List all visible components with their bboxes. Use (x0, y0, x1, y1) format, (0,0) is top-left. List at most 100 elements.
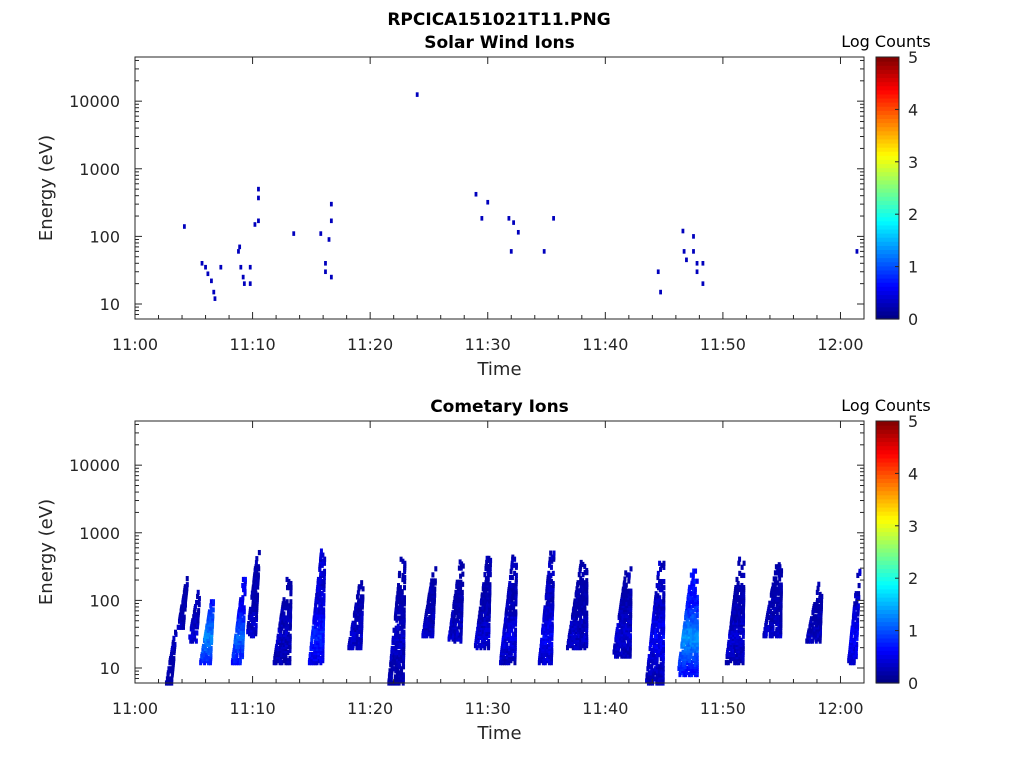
data-cell (192, 618, 196, 624)
data-cell (654, 595, 658, 601)
data-cell (316, 621, 320, 627)
data-cell (574, 618, 578, 624)
data-cell (652, 611, 656, 617)
data-cell (691, 578, 695, 584)
ion-burst (387, 556, 407, 686)
data-cell (257, 218, 260, 224)
data-cell (289, 603, 293, 609)
colorbar-segment (876, 662, 899, 668)
data-cell (579, 588, 583, 594)
data-cell (239, 611, 243, 617)
data-cell (550, 621, 554, 627)
data-cell (738, 570, 742, 576)
data-cell (857, 582, 861, 589)
data-cell (235, 643, 239, 650)
data-cell (453, 638, 457, 644)
data-cell (396, 623, 400, 629)
data-cell (685, 665, 689, 672)
x-tick-label: 11:00 (112, 335, 158, 354)
data-cell (551, 591, 555, 597)
colorbar-tick-label: 2 (908, 569, 918, 588)
data-cell (653, 654, 657, 660)
data-cell (477, 643, 481, 649)
colorbar-segment (876, 609, 899, 615)
data-cell (625, 572, 629, 578)
data-cell (777, 614, 781, 621)
colorbar-segment (876, 547, 899, 553)
data-cell (392, 652, 396, 658)
data-cell (645, 678, 649, 684)
data-cell (426, 604, 430, 610)
data-cell (739, 653, 743, 660)
data-cell (286, 658, 290, 664)
data-cell (505, 641, 509, 647)
data-cell (695, 651, 699, 657)
data-cell (819, 624, 823, 630)
data-cell (777, 572, 781, 578)
data-cell (514, 576, 518, 583)
data-cell (315, 607, 319, 613)
data-cell (432, 612, 436, 619)
data-cell (585, 567, 589, 574)
data-cell (285, 576, 289, 583)
data-cell (320, 578, 324, 585)
data-cell (357, 636, 361, 643)
data-cell (239, 635, 243, 641)
data-cell (695, 655, 699, 661)
colorbar-segment (876, 216, 899, 222)
colorbar-segment (876, 155, 899, 160)
data-cell (430, 598, 434, 604)
data-cell (818, 595, 822, 602)
data-cell (689, 590, 693, 597)
data-cell (238, 658, 242, 664)
data-cell (740, 597, 744, 603)
colorbar-segment (876, 552, 899, 557)
data-cell (286, 643, 290, 650)
data-cell (253, 616, 257, 623)
data-cell (619, 614, 623, 621)
data-cell (545, 643, 549, 650)
data-cell (685, 653, 689, 659)
data-cell (398, 625, 402, 631)
data-cell (242, 605, 246, 611)
data-cell (400, 609, 404, 615)
colorbar-tick-label: 1 (908, 622, 918, 641)
colorbar-segment (876, 674, 899, 680)
colorbar-segment (876, 302, 899, 308)
data-cell (503, 655, 507, 662)
data-cell (768, 620, 772, 627)
plot-area (135, 57, 864, 319)
data-cell (741, 639, 745, 645)
data-cell (660, 562, 664, 568)
data-cell (739, 593, 743, 599)
data-cell (730, 647, 734, 654)
data-cell (737, 560, 741, 566)
data-cell (200, 260, 204, 266)
data-cell (679, 651, 683, 657)
data-cell (726, 660, 730, 666)
data-cell (662, 611, 666, 617)
data-cell (250, 631, 254, 637)
data-cell (581, 596, 585, 602)
data-cell (647, 654, 651, 660)
data-cell (541, 660, 545, 666)
data-cell (399, 556, 403, 562)
data-cell (550, 558, 554, 564)
data-cell (506, 617, 510, 623)
data-cell (687, 637, 691, 643)
data-cell (459, 634, 463, 640)
data-cell (779, 612, 783, 619)
data-cell (689, 659, 693, 665)
data-cell (512, 609, 516, 615)
data-cell (691, 655, 695, 661)
data-cell (240, 617, 244, 623)
colorbar-segment (876, 188, 899, 193)
data-cell (514, 609, 518, 615)
colorbar-segment (876, 605, 899, 610)
data-cell (579, 610, 583, 616)
data-cell (475, 630, 479, 637)
colorbar-segment (876, 457, 899, 463)
data-cell (451, 610, 455, 616)
data-cell (461, 563, 465, 569)
data-cell (256, 592, 260, 598)
